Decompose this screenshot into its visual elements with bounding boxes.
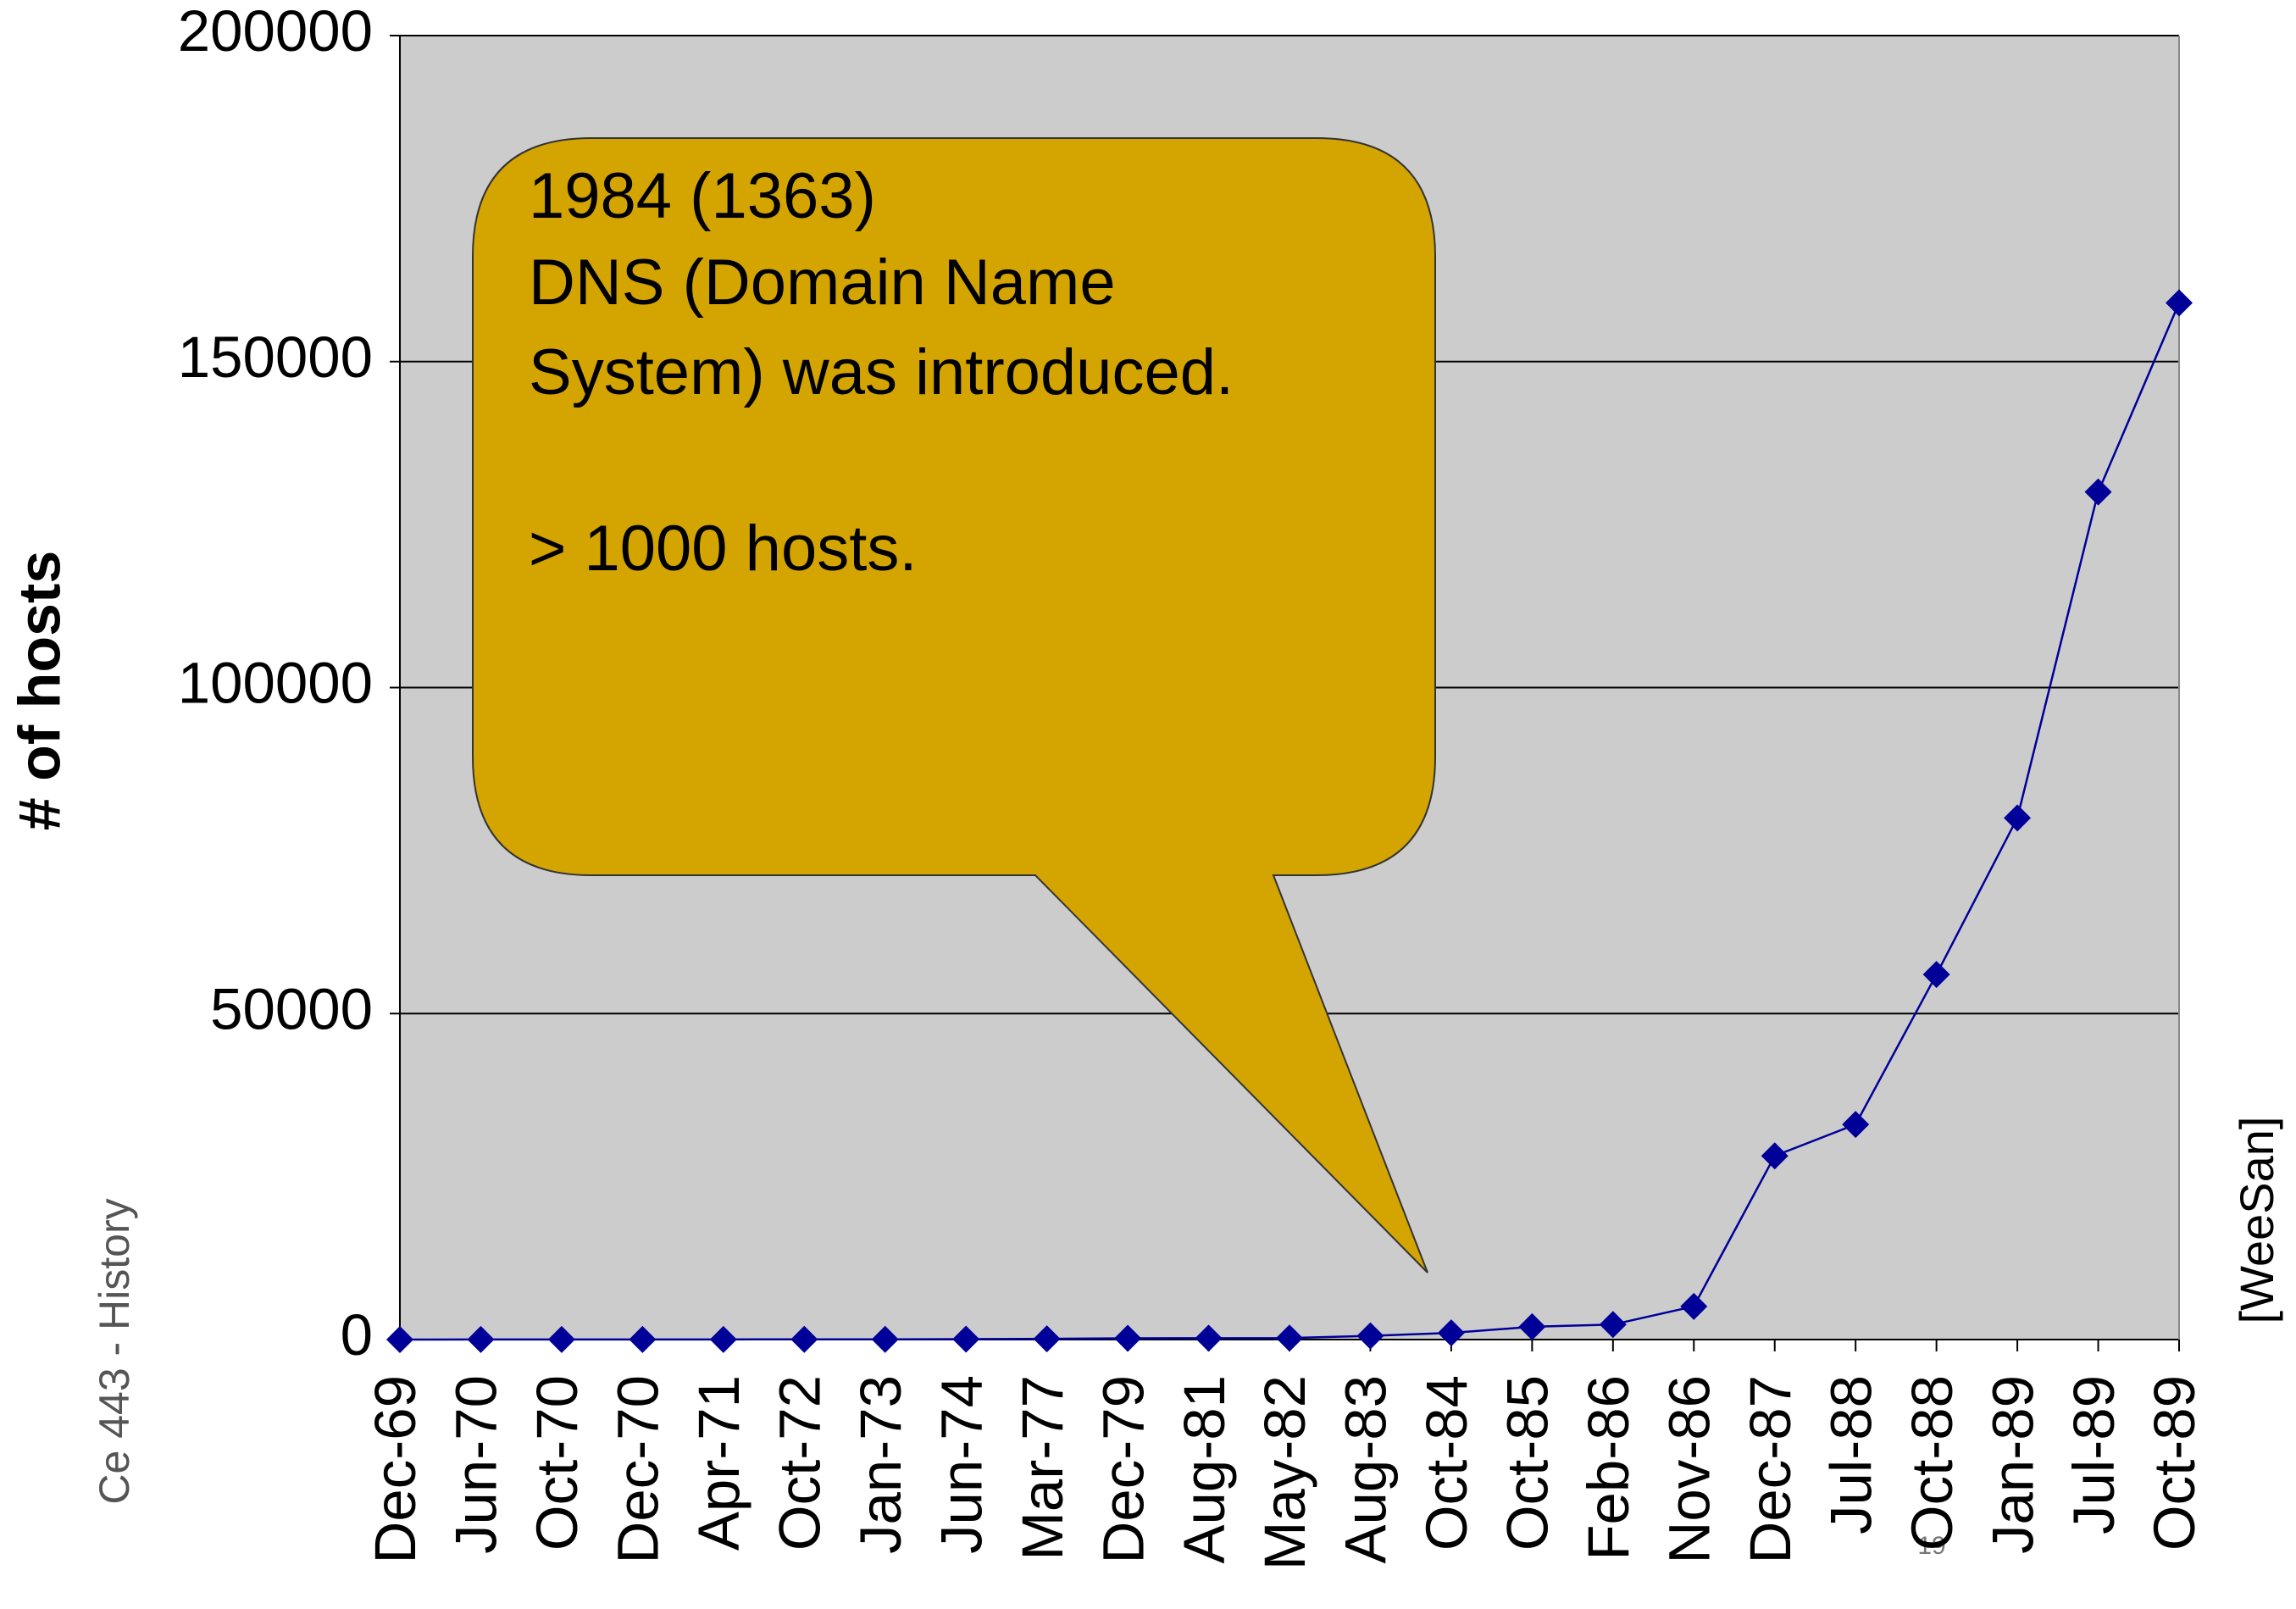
x-tick-label: Oct-84: [1414, 1375, 1479, 1551]
marker: [1033, 1325, 1061, 1353]
marker: [467, 1325, 495, 1353]
callout-text: > 1000 hosts.: [529, 513, 917, 585]
marker: [1356, 1322, 1384, 1350]
marker: [1276, 1324, 1303, 1352]
marker: [1518, 1312, 1546, 1340]
x-tick-label: Oct-70: [524, 1375, 590, 1551]
callout: [472, 137, 1436, 1273]
x-tick-label: Oct-72: [768, 1375, 833, 1551]
x-tick-label: Jan-89: [1980, 1375, 2045, 1554]
marker: [1922, 961, 1950, 989]
marker: [790, 1325, 818, 1353]
marker: [2004, 804, 2032, 832]
marker: [1842, 1111, 1870, 1139]
x-tick-label: Jan-73: [848, 1375, 913, 1554]
x-tick-label: Jun-74: [929, 1375, 994, 1554]
marker: [629, 1325, 657, 1353]
x-tick-label: Dec-70: [606, 1375, 671, 1563]
marker: [1437, 1319, 1465, 1347]
marker: [709, 1325, 737, 1353]
y-tick-label: 100000: [178, 651, 373, 716]
x-tick-label: Jun-70: [444, 1375, 509, 1554]
footer-left: Ce 443 - History: [91, 1198, 138, 1504]
marker: [386, 1325, 413, 1353]
x-tick-label: Oct-88: [1899, 1375, 1965, 1551]
marker: [547, 1325, 575, 1353]
callout-text: System) was introduced.: [529, 336, 1234, 408]
marker: [1761, 1142, 1789, 1170]
x-tick-label: May-82: [1252, 1375, 1317, 1570]
x-tick-label: Feb-86: [1576, 1375, 1641, 1561]
marker: [2084, 478, 2112, 506]
marker: [1195, 1324, 1223, 1352]
y-tick-label: 50000: [210, 976, 373, 1041]
marker: [1599, 1311, 1627, 1339]
x-tick-label: Jul-89: [2061, 1375, 2127, 1534]
marker: [952, 1325, 980, 1353]
page-number: 19: [1917, 1532, 1945, 1560]
marker: [1680, 1292, 1708, 1320]
x-tick-label: Jul-88: [1818, 1375, 1883, 1534]
x-tick-label: Aug-83: [1334, 1375, 1399, 1564]
x-tick-label: Oct-85: [1495, 1375, 1561, 1551]
x-tick-label: Mar-77: [1010, 1375, 1075, 1561]
callout-text: 1984 (1363): [529, 160, 876, 232]
marker: [2166, 289, 2193, 317]
x-tick-label: Nov-86: [1657, 1375, 1722, 1563]
y-tick-label: 0: [341, 1302, 373, 1368]
y-tick-label: 200000: [178, 0, 373, 64]
x-tick-label: Oct-89: [2142, 1375, 2207, 1551]
callout-text: DNS (Domain Name: [529, 247, 1116, 319]
y-axis-label: # of hosts: [6, 551, 72, 831]
x-tick-label: Aug-81: [1172, 1375, 1237, 1564]
x-tick-label: Apr-71: [686, 1375, 751, 1551]
y-tick-label: 150000: [178, 325, 373, 390]
x-tick-label: Dec-79: [1090, 1375, 1156, 1563]
x-tick-label: Dec-69: [363, 1375, 428, 1563]
footer-right: [WeeSan]: [2230, 1117, 2283, 1324]
marker: [871, 1325, 899, 1353]
x-tick-label: Dec-87: [1738, 1375, 1803, 1563]
marker: [1114, 1324, 1142, 1352]
